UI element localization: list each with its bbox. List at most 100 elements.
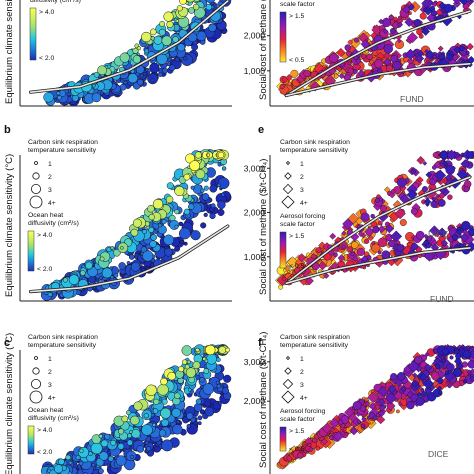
data-point bbox=[123, 80, 128, 85]
data-point bbox=[132, 218, 142, 228]
data-point bbox=[430, 200, 438, 208]
data-point bbox=[414, 356, 423, 365]
panel-e: Social cost of methane ($/t-CH₄)1,000 2,0… bbox=[244, 124, 474, 304]
data-point bbox=[466, 0, 474, 5]
fit-curve bbox=[285, 247, 471, 285]
size-legend-label: 3 bbox=[300, 382, 304, 389]
data-point bbox=[355, 58, 362, 65]
data-point bbox=[419, 373, 428, 382]
data-point bbox=[147, 204, 155, 213]
data-point bbox=[446, 54, 454, 61]
data-point bbox=[366, 53, 373, 60]
data-point bbox=[221, 387, 229, 395]
data-point bbox=[390, 373, 398, 381]
size-legend-marker bbox=[282, 378, 294, 390]
size-legend-marker bbox=[282, 183, 294, 195]
y-tick-label: 3,000 bbox=[244, 163, 266, 173]
data-point bbox=[437, 377, 444, 384]
data-point bbox=[381, 17, 392, 28]
data-point bbox=[378, 404, 386, 412]
data-point bbox=[217, 183, 221, 188]
color-legend-title: diffusivity (cm²/s) bbox=[30, 0, 81, 4]
data-point bbox=[361, 416, 367, 423]
data-point bbox=[78, 460, 84, 466]
data-point bbox=[437, 45, 444, 52]
data-point bbox=[97, 65, 107, 76]
size-legend-marker bbox=[30, 183, 41, 194]
y-tick-label: 2,000 bbox=[244, 31, 266, 41]
data-point bbox=[121, 415, 129, 423]
data-point bbox=[407, 360, 420, 373]
data-point bbox=[132, 47, 139, 54]
data-point bbox=[377, 250, 382, 255]
color-legend-title: Ocean heat bbox=[28, 407, 63, 414]
data-point bbox=[149, 240, 157, 248]
colorbar bbox=[279, 231, 287, 269]
data-point bbox=[132, 55, 142, 64]
data-point bbox=[160, 407, 172, 419]
data-point bbox=[329, 53, 339, 63]
data-point bbox=[179, 0, 187, 5]
data-point bbox=[127, 73, 138, 84]
data-point bbox=[194, 151, 202, 159]
colorbar-label-low: < 0.5 bbox=[289, 263, 305, 270]
data-point bbox=[158, 28, 166, 36]
model-label-dice: DICE bbox=[428, 449, 449, 459]
data-point bbox=[347, 61, 352, 66]
data-point bbox=[377, 237, 388, 248]
data-point bbox=[425, 49, 435, 60]
panel-b: Equilibrium climate sensitivity (°C) Carb… bbox=[4, 124, 232, 302]
data-point bbox=[447, 382, 453, 389]
data-point bbox=[157, 384, 169, 396]
data-point bbox=[360, 53, 367, 59]
data-point bbox=[142, 229, 147, 235]
size-legend-label: 2 bbox=[300, 174, 304, 181]
data-point bbox=[68, 274, 80, 285]
data-point bbox=[321, 422, 333, 434]
data-point bbox=[217, 177, 230, 190]
data-point bbox=[364, 238, 370, 244]
data-point bbox=[347, 246, 354, 253]
data-point bbox=[423, 240, 429, 246]
data-point bbox=[91, 434, 102, 444]
data-point bbox=[133, 401, 143, 411]
data-point bbox=[285, 455, 293, 462]
color-legend-title: Ocean heat bbox=[28, 212, 63, 219]
data-point bbox=[394, 207, 406, 220]
data-point bbox=[176, 5, 183, 12]
data-point bbox=[411, 380, 419, 388]
data-point bbox=[98, 276, 103, 280]
panel-letter: b bbox=[4, 124, 11, 136]
y-axis-label: Social cost of methane ($/t-CH₄) bbox=[258, 0, 269, 100]
panel-letter: f bbox=[258, 337, 262, 349]
data-point bbox=[329, 435, 334, 440]
data-point bbox=[423, 198, 432, 206]
data-point bbox=[167, 371, 176, 381]
data-point bbox=[180, 240, 185, 244]
data-point bbox=[185, 0, 196, 3]
data-point bbox=[415, 230, 425, 240]
data-point bbox=[435, 360, 445, 370]
data-point bbox=[115, 455, 127, 467]
data-point bbox=[356, 247, 366, 257]
data-point bbox=[465, 50, 470, 55]
data-point bbox=[152, 422, 157, 427]
data-point bbox=[186, 412, 194, 420]
data-point bbox=[118, 428, 125, 435]
data-point bbox=[410, 168, 417, 175]
data-point bbox=[195, 398, 202, 405]
panel-letter: e bbox=[258, 124, 264, 136]
data-point bbox=[297, 452, 304, 459]
data-point bbox=[414, 53, 425, 64]
data-point bbox=[320, 438, 328, 446]
data-point bbox=[394, 378, 404, 387]
data-point bbox=[150, 78, 155, 83]
data-point bbox=[184, 364, 190, 370]
y-tick-label: 3,000 bbox=[244, 357, 266, 367]
data-point bbox=[416, 156, 425, 165]
data-point bbox=[447, 194, 453, 200]
data-point bbox=[188, 203, 195, 210]
size-legend-title: Carbon sink respiration bbox=[280, 334, 350, 341]
data-point bbox=[438, 390, 443, 395]
data-point bbox=[220, 192, 226, 197]
